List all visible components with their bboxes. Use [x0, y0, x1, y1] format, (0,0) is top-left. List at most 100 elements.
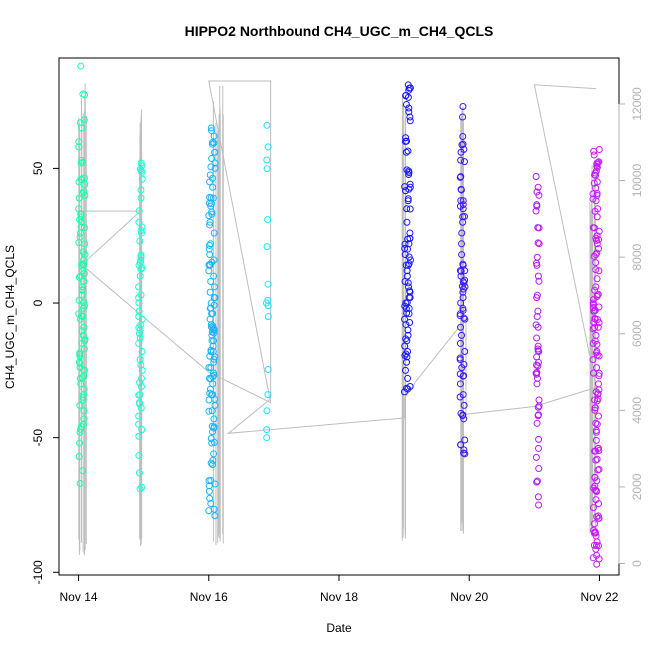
data-point-flight_7: [533, 313, 541, 320]
data-point-flight_8: [595, 500, 603, 508]
data-point-flight_2: [138, 175, 146, 183]
data-point-flight_3: [208, 407, 216, 415]
x-axis-label: Date: [326, 621, 352, 635]
data-point-flight_6: [461, 348, 469, 356]
data-point-flight_8: [590, 171, 598, 179]
data-point-flight_7: [535, 501, 543, 509]
data-point-flight_6: [457, 173, 465, 181]
data-point-flight_3: [206, 389, 214, 397]
data-point-flight_7: [535, 277, 543, 285]
data-point-flight_6: [456, 202, 464, 210]
data-point-flight_6: [459, 113, 467, 121]
data-point-flight_3: [210, 415, 218, 423]
data-point-flight_5: [401, 342, 409, 350]
data-point-flight_6: [458, 229, 466, 237]
data-point-flight_7: [534, 362, 542, 370]
data-point-flight_1: [77, 380, 85, 388]
data-point-flight_6: [460, 449, 468, 457]
data-point-flight_8: [594, 444, 602, 452]
data-point-flight_1: [76, 233, 84, 241]
data-point-flight_1: [76, 359, 84, 367]
data-point-flight_5: [406, 205, 414, 213]
data-point-flight_8: [591, 482, 599, 490]
y2-tick-label: 4000: [630, 397, 644, 424]
y2-tick-label: 12000: [630, 87, 644, 121]
data-point-flight_1: [75, 143, 83, 151]
data-point-flight_5: [404, 326, 412, 334]
scatter-points-layer: [75, 62, 603, 568]
data-point-flight_8: [593, 560, 601, 568]
data-point-flight_3: [206, 193, 214, 201]
data-point-flight_6: [459, 412, 467, 420]
data-point-flight_7: [532, 207, 540, 215]
data-point-flight_8: [593, 178, 601, 186]
data-point-flight_5: [406, 318, 414, 326]
data-point-flight_1: [75, 138, 83, 146]
data-point-flight_8: [592, 456, 600, 464]
data-point-flight_8: [590, 520, 598, 528]
data-point-flight_5: [405, 253, 413, 261]
data-point-flight_7: [533, 478, 541, 486]
data-point-flight_5: [402, 261, 410, 269]
data-point-flight_2: [135, 218, 143, 226]
data-point-flight_8: [592, 436, 600, 444]
data-point-flight_1: [76, 479, 84, 487]
data-point-flight_7: [534, 347, 542, 355]
data-point-flight_3: [211, 164, 219, 172]
data-point-flight_7: [535, 224, 543, 232]
data-point-flight_8: [595, 227, 603, 235]
data-point-flight_3: [206, 288, 214, 296]
data-point-flight_5: [404, 279, 412, 287]
data-point-flight_5: [401, 245, 409, 253]
data-point-flight_1: [75, 273, 83, 281]
data-point-flight_6: [461, 276, 469, 284]
data-point-flight_1: [80, 415, 88, 423]
data-point-flight_8: [590, 318, 598, 326]
data-point-flight_8: [592, 541, 600, 549]
data-point-flight_2: [135, 420, 143, 428]
y2-tick-label: 10000: [630, 164, 644, 198]
data-point-flight_6: [456, 380, 464, 388]
data-point-flight_8: [592, 331, 600, 339]
data-point-flight_5: [402, 134, 410, 142]
data-point-flight_3: [208, 208, 216, 216]
data-point-flight_1: [78, 327, 86, 335]
data-point-flight_8: [593, 340, 601, 348]
data-point-flight_2: [135, 207, 143, 215]
x-tick-label: Nov 14: [60, 590, 98, 604]
data-point-flight_3: [206, 494, 214, 502]
data-point-flight_5: [401, 240, 409, 248]
data-point-flight_8: [595, 412, 603, 420]
data-point-flight_7: [533, 419, 541, 427]
data-point-flight_5: [405, 169, 413, 177]
data-point-flight_6: [456, 312, 464, 320]
data-point-flight_8: [591, 396, 599, 404]
data-point-flight_3: [207, 277, 215, 285]
data-point-flight_1: [80, 323, 88, 331]
data-point-flight_7: [534, 342, 542, 350]
data-point-flight_3: [208, 337, 216, 345]
data-point-flight_6: [460, 360, 468, 368]
data-point-flight_1: [80, 420, 88, 428]
chart-title: HIPPO2 Northbound CH4_UGC_m_CH4_QCLS: [185, 23, 494, 39]
data-point-flight_1: [79, 158, 87, 166]
data-point-flight_3: [207, 499, 215, 507]
data-point-flight_1: [80, 345, 88, 353]
data-point-flight_8: [593, 364, 601, 372]
y2-tick-label: 6000: [630, 320, 644, 347]
data-point-flight_8: [591, 404, 599, 412]
data-point-flight_2: [138, 348, 146, 356]
data-point-flight_6: [458, 240, 466, 248]
data-point-flight_8: [589, 339, 597, 347]
data-point-flight_6: [456, 339, 464, 347]
data-point-flight_2: [135, 452, 143, 460]
data-point-flight_5: [402, 187, 410, 195]
data-point-flight_6: [457, 441, 465, 449]
data-point-flight_5: [402, 335, 410, 343]
data-point-flight_1: [76, 401, 84, 409]
data-point-flight_2: [135, 299, 143, 307]
data-point-flight_2: [135, 294, 143, 302]
data-point-flight_6: [456, 267, 464, 275]
data-point-flight_3: [208, 439, 216, 447]
data-point-flight_6: [457, 267, 465, 275]
